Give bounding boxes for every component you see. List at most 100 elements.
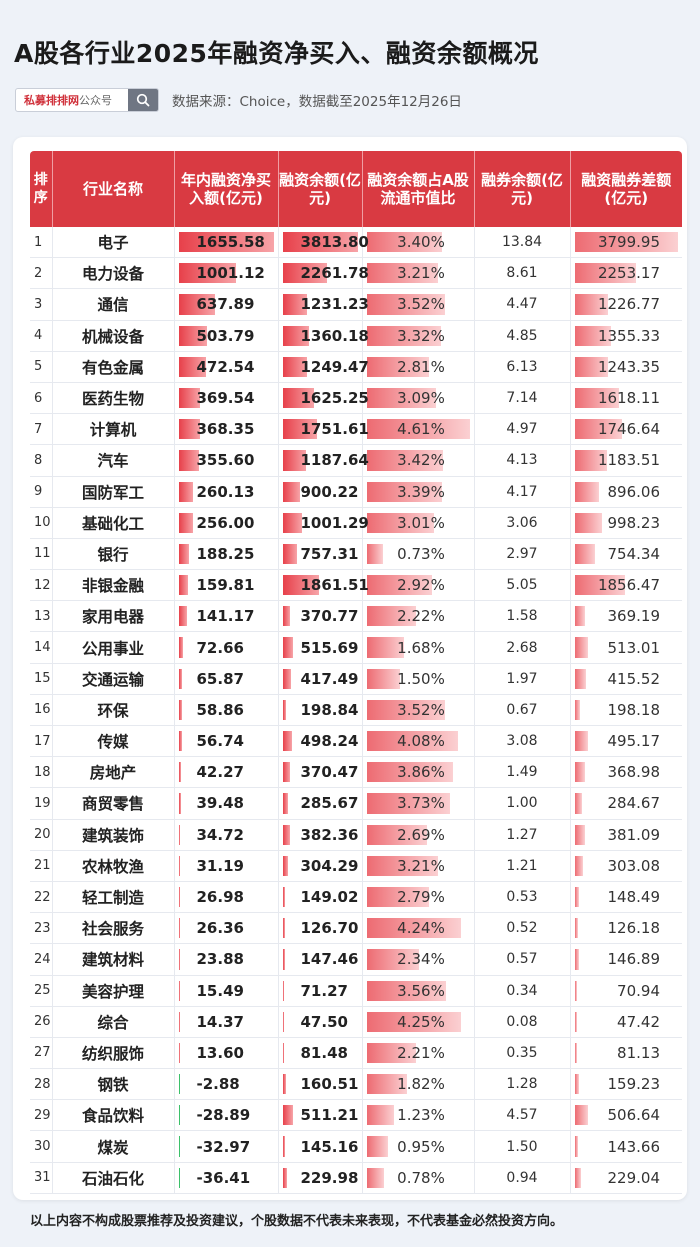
header-net-buy: 年内融资净买入额(亿元) bbox=[174, 151, 279, 227]
rank-cell: 24 bbox=[30, 943, 53, 976]
diff-cell: 513.01 bbox=[570, 631, 682, 664]
ratio-value: 3.32% bbox=[397, 326, 445, 345]
bal-bar bbox=[282, 325, 310, 346]
ratio-bar bbox=[366, 1167, 384, 1188]
industry-name-cell: 家用电器 bbox=[52, 600, 175, 633]
bal-cell: 198.84 bbox=[278, 694, 363, 727]
ratio-value: 3.21% bbox=[397, 264, 445, 283]
ratio-cell: 2.34% bbox=[362, 943, 475, 976]
ratio-bar bbox=[366, 762, 453, 783]
net-cell: 472.54 bbox=[174, 351, 279, 383]
ratio-bar-track bbox=[366, 637, 470, 658]
industry-name-cell: 轻工制造 bbox=[52, 881, 175, 914]
net-bar-track bbox=[178, 1105, 274, 1126]
industry-name-cell: 煤炭 bbox=[52, 1130, 175, 1163]
net-cell: 34.72 bbox=[174, 819, 279, 851]
diff-value: 1243.35 bbox=[597, 357, 660, 376]
bal-bar bbox=[282, 232, 358, 253]
short-balance-cell: 4.97 bbox=[474, 413, 571, 446]
net-bar-track bbox=[178, 1042, 274, 1064]
ratio-bar-track bbox=[366, 980, 470, 1001]
table-row: 13 家用电器 141.17 370.77 2.22% 1.58 369.19 bbox=[30, 600, 682, 633]
bal-bar-track bbox=[282, 1011, 358, 1032]
diff-value: 229.04 bbox=[607, 1168, 661, 1187]
rank-cell: 21 bbox=[30, 850, 53, 882]
bal-value: 145.16 bbox=[300, 1137, 359, 1156]
diff-bar-track bbox=[574, 949, 679, 970]
bal-bar bbox=[282, 637, 293, 658]
ratio-bar-track bbox=[366, 263, 470, 284]
diff-value: 1856.47 bbox=[597, 576, 660, 595]
bal-value: 1001.29 bbox=[300, 513, 369, 532]
bal-bar bbox=[282, 731, 293, 752]
table-row: 16 环保 58.86 198.84 3.52% 0.67 198.18 bbox=[30, 694, 682, 727]
ratio-cell: 3.01% bbox=[362, 507, 475, 539]
bal-cell: 71.27 bbox=[278, 975, 363, 1007]
diff-bar-track bbox=[574, 762, 679, 783]
net-bar-track bbox=[178, 762, 274, 783]
bal-value: 382.36 bbox=[300, 825, 359, 844]
ratio-value: 3.21% bbox=[397, 856, 445, 875]
ratio-cell: 2.22% bbox=[362, 600, 475, 633]
net-cell: 256.00 bbox=[174, 507, 279, 539]
net-value: 72.66 bbox=[196, 638, 244, 657]
diff-bar bbox=[574, 575, 626, 596]
bal-bar bbox=[282, 1011, 284, 1032]
net-cell: 260.13 bbox=[174, 476, 279, 508]
ratio-value: 3.56% bbox=[397, 981, 445, 1000]
bal-bar bbox=[282, 356, 308, 377]
net-cell: -36.41 bbox=[174, 1162, 279, 1194]
diff-bar-track bbox=[574, 1105, 679, 1126]
net-bar-track bbox=[178, 543, 274, 565]
bal-value: 511.21 bbox=[300, 1106, 359, 1125]
industry-name-cell: 有色金属 bbox=[52, 351, 175, 383]
table-row: 2 电力设备 1001.12 2261.78 3.21% 8.61 2253.17 bbox=[30, 257, 682, 290]
ratio-bar bbox=[366, 606, 417, 627]
ratio-cell: 3.32% bbox=[362, 320, 475, 352]
diff-cell: 159.23 bbox=[570, 1068, 682, 1101]
diff-bar bbox=[574, 543, 596, 565]
bal-value: 3813.80 bbox=[300, 233, 369, 252]
net-bar bbox=[178, 1011, 181, 1032]
header-short-balance: 融券余额(亿元) bbox=[474, 151, 571, 227]
ratio-bar-track bbox=[366, 232, 470, 253]
net-bar bbox=[178, 793, 181, 814]
ratio-bar-track bbox=[366, 1011, 470, 1032]
diff-bar bbox=[574, 762, 585, 783]
ratio-bar bbox=[366, 543, 383, 565]
short-balance-cell: 2.68 bbox=[474, 631, 571, 664]
diff-cell: 47.42 bbox=[570, 1006, 682, 1038]
net-bar-track bbox=[178, 232, 274, 253]
net-value: -28.89 bbox=[196, 1106, 251, 1125]
net-bar-track bbox=[178, 855, 274, 876]
diff-bar bbox=[574, 637, 589, 658]
diff-bar bbox=[574, 1074, 579, 1095]
bal-bar bbox=[282, 543, 298, 565]
search-box[interactable]: 私募排排网 公众号 bbox=[15, 88, 159, 112]
table-row: 20 建筑装饰 34.72 382.36 2.69% 1.27 381.09 bbox=[30, 819, 682, 851]
bal-bar-track bbox=[282, 668, 358, 689]
diff-bar bbox=[574, 481, 599, 502]
header-industry: 行业名称 bbox=[52, 151, 175, 227]
ratio-cell: 3.73% bbox=[362, 787, 475, 820]
table-row: 12 非银金融 159.81 1861.51 2.92% 5.05 1856.47 bbox=[30, 569, 682, 602]
ratio-bar bbox=[366, 793, 450, 814]
industry-name-cell: 石油石化 bbox=[52, 1162, 175, 1194]
header-rank: 排序 bbox=[30, 151, 53, 227]
bal-value: 81.48 bbox=[300, 1043, 348, 1062]
search-button[interactable] bbox=[128, 89, 158, 111]
net-cell: 42.27 bbox=[174, 756, 279, 789]
ratio-value: 4.08% bbox=[397, 732, 445, 751]
ratio-value: 3.01% bbox=[397, 513, 445, 532]
rank-cell: 30 bbox=[30, 1130, 53, 1163]
diff-value: 3799.95 bbox=[597, 233, 660, 252]
net-value: 472.54 bbox=[196, 357, 255, 376]
diff-cell: 998.23 bbox=[570, 507, 682, 539]
industry-name-cell: 纺织服饰 bbox=[52, 1037, 175, 1070]
diff-bar bbox=[574, 699, 580, 720]
bal-bar bbox=[282, 793, 289, 814]
bal-bar-track bbox=[282, 325, 358, 346]
industry-name-cell: 环保 bbox=[52, 694, 175, 727]
search-icon bbox=[136, 93, 150, 107]
ratio-bar bbox=[366, 450, 443, 471]
